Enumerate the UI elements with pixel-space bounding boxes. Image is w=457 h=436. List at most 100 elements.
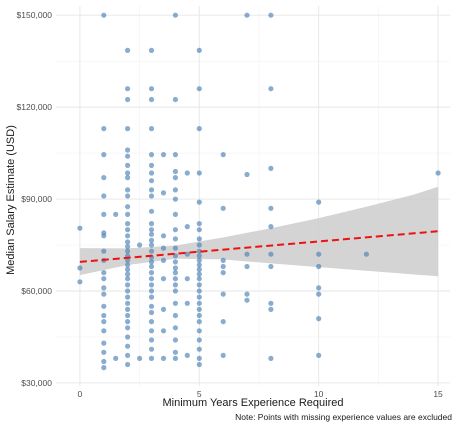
data-point [185, 301, 190, 306]
data-point [101, 350, 106, 355]
data-point [173, 13, 178, 18]
data-point [101, 285, 106, 290]
data-point [113, 212, 118, 217]
data-point [149, 163, 154, 168]
x-axis-title: Minimum Years Experience Required [163, 397, 344, 409]
data-point [173, 152, 178, 157]
data-point [149, 259, 154, 264]
data-point [77, 226, 82, 231]
data-point [197, 170, 202, 175]
data-point [125, 239, 130, 244]
data-point [197, 307, 202, 312]
data-point [125, 276, 130, 281]
data-point [244, 172, 249, 177]
data-point [125, 193, 130, 198]
y-tick-label: $60,000 [21, 286, 52, 296]
data-point [101, 319, 106, 324]
data-point [149, 347, 154, 352]
footnote: Note: Points with missing experience val… [235, 412, 452, 422]
data-point [125, 288, 130, 293]
data-point [125, 262, 130, 267]
data-point [125, 334, 130, 339]
data-point [101, 328, 106, 333]
data-point [149, 126, 154, 131]
data-point [125, 187, 130, 192]
data-point [197, 48, 202, 53]
data-point [197, 276, 202, 281]
data-point [125, 249, 130, 254]
data-point [125, 233, 130, 238]
data-point [149, 249, 154, 254]
data-point [316, 316, 321, 321]
data-point [221, 206, 226, 211]
data-point [149, 310, 154, 315]
data-point [125, 126, 130, 131]
data-point [101, 152, 106, 157]
data-point [173, 197, 178, 202]
data-point [149, 356, 154, 361]
data-point [185, 170, 190, 175]
data-point [101, 313, 106, 318]
data-point [101, 249, 106, 254]
data-point [197, 282, 202, 287]
y-tick-label: $150,000 [17, 10, 53, 20]
data-point [125, 48, 130, 53]
data-point [197, 227, 202, 232]
data-point [197, 347, 202, 352]
data-point [221, 264, 226, 269]
data-point [197, 288, 202, 293]
data-point [149, 178, 154, 183]
data-point [149, 319, 154, 324]
data-point [268, 356, 273, 361]
data-point [268, 206, 273, 211]
data-point [197, 356, 202, 361]
data-point [316, 292, 321, 297]
grid-lines [56, 6, 450, 386]
data-point [101, 193, 106, 198]
data-point [101, 304, 106, 309]
data-point [77, 279, 82, 284]
data-point [173, 288, 178, 293]
data-point [149, 282, 154, 287]
data-point [125, 163, 130, 168]
data-point [125, 97, 130, 102]
data-point [268, 301, 273, 306]
data-point [173, 227, 178, 232]
data-point [149, 304, 154, 309]
data-point [173, 175, 178, 180]
data-point [221, 152, 226, 157]
data-point [101, 365, 106, 370]
data-point [125, 313, 130, 318]
data-point [316, 200, 321, 205]
data-point [185, 252, 190, 257]
data-point [101, 270, 106, 275]
data-point [173, 337, 178, 342]
data-point [149, 193, 154, 198]
data-point [161, 276, 166, 281]
data-point [173, 356, 178, 361]
data-point [101, 276, 106, 281]
data-point [244, 264, 249, 269]
data-point [244, 13, 249, 18]
data-point [197, 242, 202, 247]
data-point [161, 258, 166, 263]
data-point [101, 13, 106, 18]
data-point [149, 288, 154, 293]
data-point [113, 356, 118, 361]
data-point [125, 175, 130, 180]
data-point [161, 246, 166, 251]
data-point [221, 270, 226, 275]
data-point [161, 233, 166, 238]
x-tick-label: 15 [433, 389, 443, 399]
data-point [125, 204, 130, 209]
data-point [101, 175, 106, 180]
data-point [197, 295, 202, 300]
data-point [316, 264, 321, 269]
data-point [149, 170, 154, 175]
data-point [197, 319, 202, 324]
data-point [185, 276, 190, 281]
data-point [221, 292, 226, 297]
data-point [244, 292, 249, 297]
x-tick-label: 0 [78, 389, 83, 399]
